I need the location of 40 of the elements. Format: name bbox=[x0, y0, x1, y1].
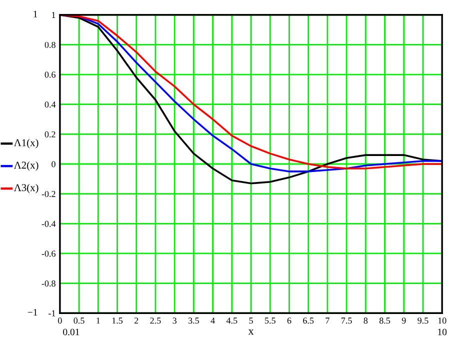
x-tick-label: 2 bbox=[134, 318, 138, 324]
y-tick-label: -1 bbox=[48, 310, 56, 316]
y-tick-label: 0 bbox=[52, 161, 56, 168]
legend-label: Λ2(x) bbox=[14, 161, 38, 171]
x-tick-label: 7.5 bbox=[342, 318, 352, 324]
text: 10 bbox=[438, 328, 447, 336]
legend-label: Λ1(x) bbox=[14, 138, 38, 148]
x-axis-title: x bbox=[248, 329, 254, 335]
y-tick-label: 0.4 bbox=[44, 101, 56, 108]
x-tick-label: 2.5 bbox=[150, 318, 161, 324]
x-tick-label: 5.5 bbox=[265, 318, 276, 324]
y-tick-label: -0.4 bbox=[42, 220, 56, 227]
x-tick-label: 1 bbox=[96, 318, 100, 324]
x-tick-label: 10 bbox=[438, 318, 446, 324]
y-tick-label: 0.8 bbox=[44, 42, 56, 48]
x-tick-label: 8 bbox=[364, 318, 368, 324]
legend-label: Λ3(x) bbox=[14, 184, 38, 194]
x-tick-label: 5 bbox=[249, 318, 253, 324]
x-tick-label: 1.5 bbox=[112, 318, 123, 324]
x-tick-label: 0.5 bbox=[74, 318, 84, 324]
x-tick-label: 4 bbox=[210, 318, 215, 324]
y-tick-label: 0.2 bbox=[44, 131, 56, 138]
x-tick-label: 3 bbox=[172, 318, 176, 324]
x-tick-label: 6.5 bbox=[303, 318, 314, 324]
x-tick-label: 9.5 bbox=[418, 318, 428, 324]
x-tick-label: 4.5 bbox=[226, 318, 238, 324]
text: 0.01 bbox=[63, 328, 80, 336]
x-tick-label: 3.5 bbox=[188, 318, 199, 324]
y-tick-label: -0.8 bbox=[42, 280, 56, 287]
y-tick-label: 0.6 bbox=[44, 72, 56, 78]
x-tick-label: 0 bbox=[58, 318, 62, 324]
text: 1 bbox=[34, 10, 38, 18]
x-tick-label: 8.5 bbox=[379, 318, 390, 324]
y-tick-label: -0.2 bbox=[42, 190, 56, 198]
y-tick-label: 1 bbox=[52, 12, 56, 18]
y-tick-label: -0.6 bbox=[42, 250, 56, 257]
x-tick-label: 9 bbox=[402, 318, 406, 324]
text: −1 bbox=[28, 309, 38, 316]
x-tick-label: 7 bbox=[326, 318, 330, 324]
x-tick-label: 6 bbox=[287, 318, 292, 324]
